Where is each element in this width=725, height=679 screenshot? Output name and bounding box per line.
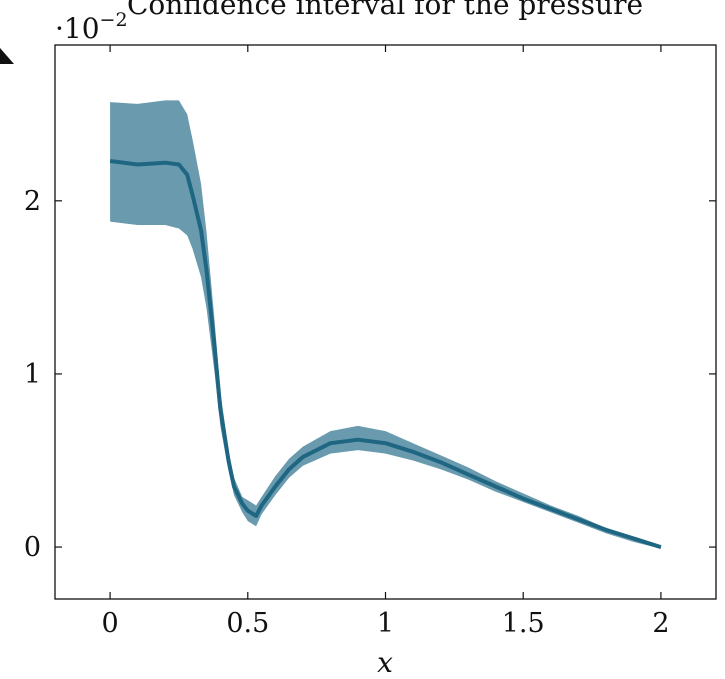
confidence-band <box>110 100 661 549</box>
x-tick-label: 1.5 <box>502 608 545 639</box>
x-axis-title: x <box>377 646 393 679</box>
ticks-layer: 0 0.5 1 1.5 2 0 1 2 <box>24 45 716 639</box>
x-tick-label: 1 <box>377 608 394 639</box>
plot-layer <box>109 100 662 550</box>
y-tick-label: 1 <box>24 359 41 390</box>
y-tick-label: 0 <box>24 532 41 563</box>
x-tick-label: 2 <box>652 608 669 639</box>
chart-title: Confidence interval for the pressure <box>127 0 643 21</box>
y-tick-label: 2 <box>24 186 41 217</box>
cropped-arrow-icon <box>0 48 14 64</box>
x-tick-label: 0.5 <box>226 608 269 639</box>
mean-pressure-line <box>109 159 662 550</box>
y-scale-base: ·10 <box>55 12 100 45</box>
y-scale-exponent: −2 <box>100 9 128 31</box>
x-tick-label: 0 <box>101 608 118 639</box>
y-scale-note: ·10−2 <box>55 9 128 45</box>
